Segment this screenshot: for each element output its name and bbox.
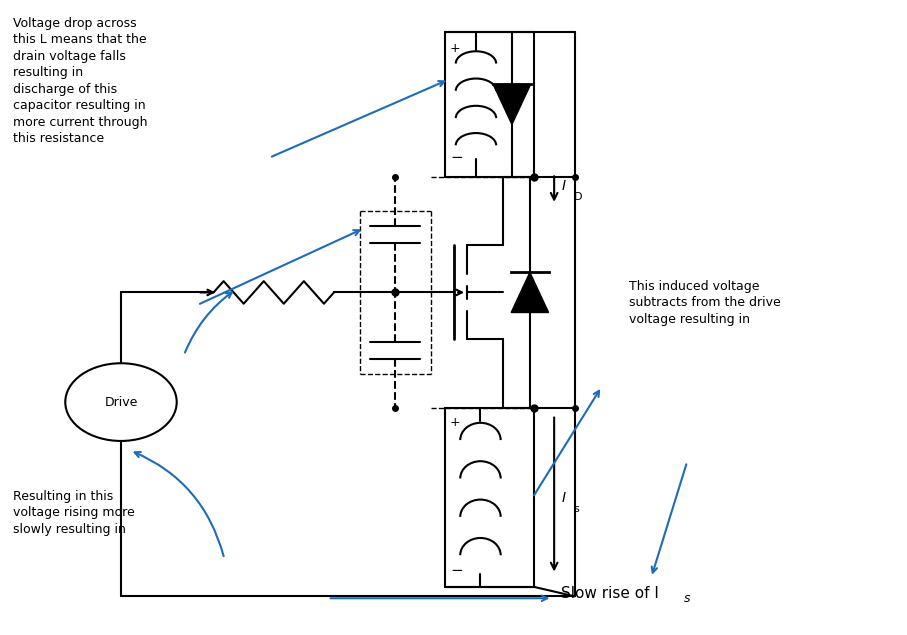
Text: +: + bbox=[450, 42, 461, 55]
Polygon shape bbox=[512, 272, 549, 312]
Text: −: − bbox=[450, 563, 463, 578]
Text: D: D bbox=[574, 192, 582, 202]
Text: This induced voltage
subtracts from the drive
voltage resulting in: This induced voltage subtracts from the … bbox=[629, 280, 781, 326]
Text: Voltage drop across
this L means that the
drain voltage falls
resulting in
disch: Voltage drop across this L means that th… bbox=[14, 17, 148, 145]
Text: Resulting in this
voltage rising more
slowly resulting in: Resulting in this voltage rising more sl… bbox=[14, 490, 135, 536]
Text: Slow rise of I: Slow rise of I bbox=[561, 585, 659, 601]
Text: +: + bbox=[450, 416, 461, 429]
Text: I: I bbox=[561, 179, 565, 193]
Text: s: s bbox=[574, 504, 580, 514]
Text: −: − bbox=[450, 150, 463, 165]
Polygon shape bbox=[493, 84, 531, 124]
Text: s: s bbox=[684, 592, 690, 605]
Text: Drive: Drive bbox=[104, 396, 138, 408]
Text: I: I bbox=[561, 491, 565, 505]
